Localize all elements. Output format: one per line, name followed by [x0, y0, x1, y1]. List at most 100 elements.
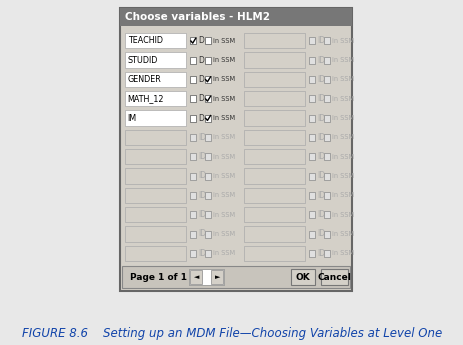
Text: TEACHID: TEACHID	[127, 36, 163, 45]
Bar	[190, 57, 196, 63]
Text: Choose variables - HLM2: Choose variables - HLM2	[125, 12, 269, 22]
Text: in SSM: in SSM	[213, 115, 234, 121]
Text: in SSM: in SSM	[213, 76, 234, 82]
Text: ID: ID	[317, 36, 325, 45]
Bar	[309, 172, 315, 179]
Text: in SSM: in SSM	[331, 192, 353, 198]
Bar	[125, 33, 186, 48]
Bar	[190, 192, 196, 199]
Text: ID: ID	[317, 191, 325, 200]
Bar	[244, 188, 304, 203]
Text: MATH_12: MATH_12	[127, 94, 164, 103]
Text: ID: ID	[317, 114, 325, 122]
Bar	[119, 8, 351, 26]
Bar	[244, 130, 304, 145]
Bar	[324, 250, 330, 257]
Text: ID: ID	[198, 152, 206, 161]
Text: ID: ID	[317, 75, 325, 84]
Text: GENDER: GENDER	[127, 75, 161, 84]
Text: ID: ID	[317, 229, 325, 238]
Bar	[309, 37, 315, 44]
Bar	[324, 192, 330, 199]
Bar	[244, 149, 304, 164]
Text: STUDID: STUDID	[127, 56, 158, 65]
Bar	[125, 52, 186, 68]
Text: in SSM: in SSM	[331, 173, 353, 179]
Text: ►: ►	[214, 274, 219, 280]
Text: ID: ID	[317, 210, 325, 219]
Text: in SSM: in SSM	[331, 134, 353, 140]
Text: ID: ID	[317, 152, 325, 161]
Bar	[125, 91, 186, 106]
Bar	[244, 52, 304, 68]
Bar	[244, 168, 304, 184]
Text: in SSM: in SSM	[331, 115, 353, 121]
Bar	[324, 115, 330, 121]
Text: D: D	[198, 94, 204, 103]
Bar	[309, 230, 315, 237]
Bar	[190, 270, 202, 284]
Text: ID: ID	[198, 210, 206, 219]
Text: in SSM: in SSM	[331, 76, 353, 82]
Bar	[244, 72, 304, 87]
Text: in SSM: in SSM	[331, 154, 353, 160]
Bar	[205, 211, 211, 218]
Bar	[205, 134, 211, 141]
Bar	[205, 95, 211, 102]
Bar	[324, 76, 330, 83]
Bar	[205, 115, 211, 121]
Bar	[190, 250, 196, 257]
Text: Cancel: Cancel	[317, 273, 351, 282]
Text: in SSM: in SSM	[213, 154, 234, 160]
Text: ID: ID	[198, 249, 206, 258]
Bar	[309, 76, 315, 83]
Bar	[244, 226, 304, 242]
Bar	[189, 269, 224, 285]
Text: OK: OK	[295, 273, 310, 282]
Bar	[205, 37, 211, 44]
Bar	[324, 211, 330, 218]
Bar	[190, 134, 196, 141]
Bar	[190, 153, 196, 160]
Text: D: D	[198, 114, 204, 122]
Text: ◄: ◄	[193, 274, 199, 280]
Bar	[309, 57, 315, 63]
Text: in SSM: in SSM	[213, 212, 234, 218]
Text: ID: ID	[198, 229, 206, 238]
Bar	[309, 153, 315, 160]
Bar	[205, 230, 211, 237]
Bar	[205, 192, 211, 199]
Bar	[121, 266, 350, 288]
Bar	[244, 246, 304, 261]
Bar	[205, 250, 211, 257]
Bar	[309, 211, 315, 218]
Bar	[309, 250, 315, 257]
Text: IM: IM	[127, 114, 137, 122]
Bar	[244, 207, 304, 222]
Text: Page 1 of 1: Page 1 of 1	[130, 273, 187, 282]
Bar	[309, 95, 315, 102]
Text: in SSM: in SSM	[213, 250, 234, 256]
Text: in SSM: in SSM	[331, 250, 353, 256]
Text: ID: ID	[317, 56, 325, 65]
Bar	[324, 153, 330, 160]
Bar	[125, 72, 186, 87]
Bar	[190, 95, 196, 102]
Text: ID: ID	[317, 94, 325, 103]
Text: D: D	[198, 56, 204, 65]
Bar	[125, 188, 186, 203]
Bar	[244, 33, 304, 48]
Bar	[324, 230, 330, 237]
Text: FIGURE 8.6    Setting up an MDM File—Choosing Variables at Level One: FIGURE 8.6 Setting up an MDM File—Choosi…	[22, 326, 441, 339]
Bar	[309, 115, 315, 121]
Text: in SSM: in SSM	[213, 134, 234, 140]
Text: in SSM: in SSM	[331, 57, 353, 63]
Bar	[205, 153, 211, 160]
Bar	[324, 37, 330, 44]
Text: in SSM: in SSM	[331, 38, 353, 44]
Text: ID: ID	[198, 191, 206, 200]
Bar	[309, 192, 315, 199]
Text: ID: ID	[198, 133, 206, 142]
Text: in SSM: in SSM	[213, 173, 234, 179]
Text: D: D	[198, 36, 204, 45]
